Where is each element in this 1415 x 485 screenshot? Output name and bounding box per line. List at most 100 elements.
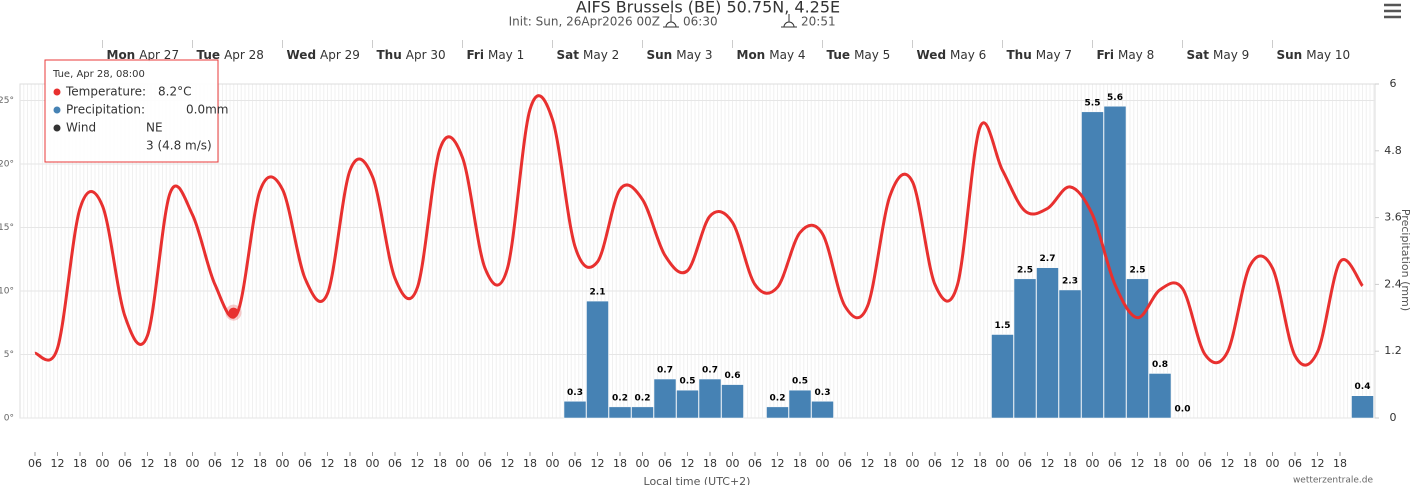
tooltip-label: Temperature: bbox=[65, 85, 146, 99]
x-tick-label: 06 bbox=[658, 457, 672, 470]
x-tick-label: 06 bbox=[748, 457, 762, 470]
day-label: Sun May 10 bbox=[1277, 48, 1351, 62]
day-date: May 6 bbox=[950, 48, 986, 62]
sunrise-icon bbox=[663, 14, 679, 28]
day-date: Apr 29 bbox=[320, 48, 360, 62]
day-weekday: Wed bbox=[287, 48, 317, 62]
precip-label: 0.0 bbox=[1175, 405, 1191, 415]
tooltip-extra: 3 (4.8 m/s) bbox=[146, 139, 212, 153]
x-tick-label: 12 bbox=[321, 457, 335, 470]
precip-bar bbox=[1103, 106, 1127, 419]
day-weekday: Wed bbox=[917, 48, 947, 62]
day-date: May 9 bbox=[1213, 48, 1249, 62]
y-tick-label: 0° bbox=[4, 414, 14, 424]
day-label: Thu May 7 bbox=[1007, 48, 1073, 62]
day-label: Wed Apr 29 bbox=[287, 48, 360, 62]
day-date: May 5 bbox=[854, 48, 890, 62]
x-tick-label: 18 bbox=[793, 457, 807, 470]
precip-bar bbox=[1013, 278, 1037, 419]
x-axis-title: Local time (UTC+2) bbox=[644, 475, 751, 485]
x-tick-label: 12 bbox=[591, 457, 605, 470]
day-label: Sat May 9 bbox=[1187, 48, 1250, 62]
precip-label: 0.3 bbox=[815, 388, 831, 398]
x-tick-label: 18 bbox=[163, 457, 177, 470]
y2-tick-label: 3.6 bbox=[1384, 211, 1402, 224]
x-tick-label: 06 bbox=[118, 457, 132, 470]
tooltip-dot bbox=[53, 106, 61, 114]
tooltip-value: NE bbox=[146, 121, 163, 135]
x-tick-label: 06 bbox=[1108, 457, 1122, 470]
x-tick-label: 18 bbox=[73, 457, 87, 470]
credit: wetterzentrale.de bbox=[1293, 476, 1374, 485]
temperature-line bbox=[34, 94, 1364, 367]
x-tick-label: 06 bbox=[28, 457, 42, 470]
day-date: Apr 28 bbox=[224, 48, 264, 62]
day-date: May 7 bbox=[1036, 48, 1072, 62]
x-tick-label: 18 bbox=[973, 457, 987, 470]
x-tick-label: 18 bbox=[883, 457, 897, 470]
x-tick-label: 00 bbox=[186, 457, 200, 470]
precip-label: 0.2 bbox=[770, 393, 786, 403]
x-tick-label: 00 bbox=[996, 457, 1010, 470]
precip-bar bbox=[631, 406, 654, 419]
x-tick-label: 12 bbox=[951, 457, 965, 470]
day-date: May 4 bbox=[769, 48, 805, 62]
x-tick-label: 18 bbox=[523, 457, 537, 470]
tooltip-value: 8.2°C bbox=[158, 85, 191, 99]
day-label: Mon May 4 bbox=[737, 48, 806, 62]
x-tick-label: 06 bbox=[478, 457, 492, 470]
day-weekday: Thu bbox=[1007, 48, 1032, 62]
precip-label: 5.6 bbox=[1107, 93, 1123, 103]
x-tick-label: 18 bbox=[1063, 457, 1077, 470]
x-tick-label: 12 bbox=[1311, 457, 1325, 470]
precip-label: 0.5 bbox=[792, 377, 808, 387]
precip-label: 2.5 bbox=[1130, 265, 1146, 275]
y-tick-label: 10° bbox=[0, 287, 14, 297]
x-tick-label: 00 bbox=[816, 457, 830, 470]
precip-label: 5.5 bbox=[1085, 98, 1101, 108]
day-label: Thu Apr 30 bbox=[377, 48, 446, 62]
precip-label: 2.3 bbox=[1062, 276, 1078, 286]
x-tick-label: 12 bbox=[861, 457, 875, 470]
tooltip: Tue, Apr 28, 08:00 Temperature: 8.2°C Preci… bbox=[44, 59, 228, 163]
precip-bar bbox=[721, 384, 744, 419]
precip-label: 0.7 bbox=[657, 366, 673, 376]
x-tick-label: 00 bbox=[636, 457, 650, 470]
precip-label: 2.1 bbox=[590, 288, 606, 298]
x-tick-label: 06 bbox=[1288, 457, 1302, 470]
day-label: Tue Apr 28 bbox=[197, 48, 264, 62]
day-weekday: Sat bbox=[557, 48, 580, 62]
day-label: Fri May 1 bbox=[467, 48, 525, 62]
precip-bar bbox=[1081, 111, 1104, 419]
x-tick-label: 00 bbox=[96, 457, 110, 470]
x-tick-label: 00 bbox=[366, 457, 380, 470]
precip-label: 1.5 bbox=[995, 321, 1011, 331]
precip-bar bbox=[698, 378, 722, 419]
precip-label: 0.6 bbox=[725, 371, 741, 381]
day-weekday: Tue bbox=[197, 48, 221, 62]
precip-bar bbox=[811, 401, 834, 419]
x-tick-label: 18 bbox=[253, 457, 267, 470]
sunset-icon bbox=[781, 14, 797, 28]
x-tick-label: 12 bbox=[1131, 457, 1145, 470]
y2-tick-label: 1.2 bbox=[1384, 344, 1402, 357]
day-weekday: Thu bbox=[377, 48, 402, 62]
day-label: Mon Apr 27 bbox=[107, 48, 180, 62]
precip-label: 0.4 bbox=[1355, 382, 1371, 392]
x-tick-label: 12 bbox=[1041, 457, 1055, 470]
menu-button[interactable] bbox=[1384, 3, 1401, 19]
y-tick-label: 25° bbox=[0, 96, 14, 106]
precip-bar bbox=[653, 378, 677, 419]
x-tick-label: 00 bbox=[276, 457, 290, 470]
precip-bar bbox=[1126, 278, 1149, 419]
precip-bar bbox=[991, 334, 1014, 419]
y2-tick-label: 2.4 bbox=[1384, 277, 1402, 290]
chart-subtitle: Init: Sun, 26Apr2026 00Z bbox=[509, 15, 660, 29]
x-tick-label: 00 bbox=[1086, 457, 1100, 470]
precip-bar bbox=[563, 401, 587, 419]
day-date: May 3 bbox=[676, 48, 712, 62]
x-tick-label: 12 bbox=[771, 457, 785, 470]
precip-bar bbox=[1058, 289, 1082, 419]
y2-axis-title: Precipitation (mm) bbox=[1399, 209, 1412, 311]
